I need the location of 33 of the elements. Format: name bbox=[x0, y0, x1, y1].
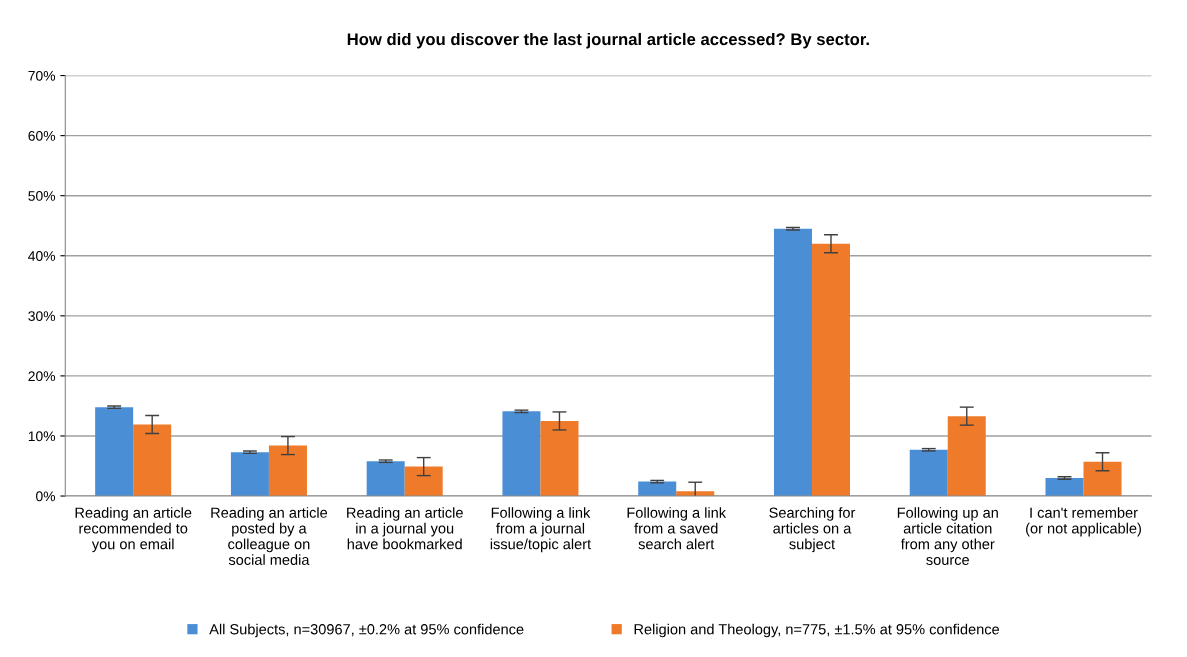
legend-label: Religion and Theology, n=775, ±1.5% at 95% confidence bbox=[634, 623, 1000, 638]
x-tick-label: Following up an article citation from any other source bbox=[897, 507, 998, 565]
x-tick-label: Searching for articles on a subject bbox=[769, 507, 856, 553]
bar bbox=[366, 461, 405, 497]
y-tick-label: 40% bbox=[28, 251, 56, 261]
y-tick-label: 60% bbox=[28, 130, 56, 141]
bar bbox=[1083, 461, 1122, 497]
legend-label: All Subjects, n=30967, ±0.2% at 95% confidence bbox=[209, 623, 524, 638]
x-tick-label: Following a link from a saved search alert bbox=[627, 507, 727, 550]
bar bbox=[268, 445, 307, 497]
y-tick-label: 30% bbox=[28, 311, 56, 321]
bar bbox=[909, 449, 948, 497]
y-tick-label: 50% bbox=[28, 191, 56, 201]
x-tick-label: I can't remember (or not applicable) bbox=[1026, 507, 1141, 537]
bar bbox=[502, 411, 541, 497]
bar bbox=[947, 416, 986, 497]
bar bbox=[404, 466, 443, 497]
bar bbox=[133, 424, 172, 497]
bar bbox=[540, 420, 579, 497]
bar bbox=[95, 407, 134, 497]
bar bbox=[811, 243, 850, 497]
y-tick-label: 20% bbox=[28, 371, 56, 382]
x-tick-label: Reading an article recommended to you on email bbox=[75, 507, 192, 553]
bar bbox=[230, 452, 269, 497]
chart-title: How did you discover the last journal article accessed? By sector. bbox=[347, 32, 869, 49]
x-tick-label: Reading an article posted by a colleague on social media bbox=[211, 507, 328, 565]
y-tick-label: 70% bbox=[28, 70, 56, 81]
y-tick-label: 10% bbox=[28, 431, 56, 442]
bar bbox=[773, 228, 812, 497]
x-tick-label: Reading an article in a journal you have bookmarked bbox=[347, 507, 463, 550]
y-tick-label: 0% bbox=[36, 491, 56, 502]
bar bbox=[1045, 478, 1084, 497]
x-tick-label: Following a link from a journal issue/topic alert bbox=[490, 507, 592, 553]
